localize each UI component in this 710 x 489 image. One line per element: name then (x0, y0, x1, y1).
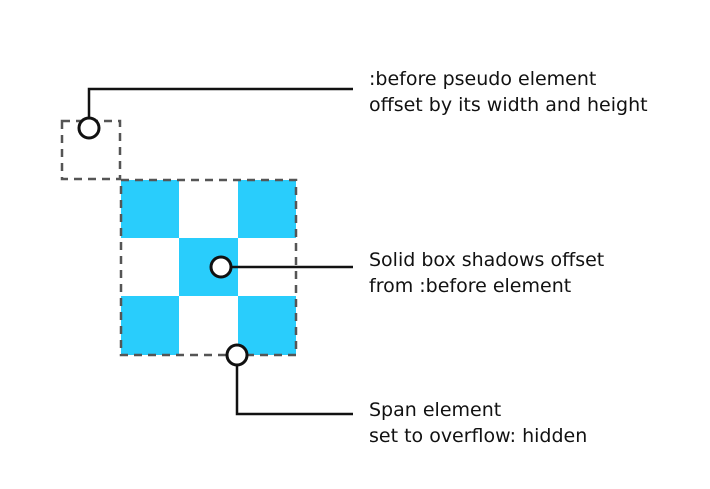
checker-cell-bottom-left (121, 296, 179, 355)
checker-cell-top-right (238, 180, 296, 238)
checker-cell-top-left (121, 180, 179, 238)
checker-cell-bottom-right (238, 296, 296, 355)
leader-line-span (235, 365, 353, 416)
annotation-box-shadows: Solid box shadows offset from :before el… (369, 247, 604, 299)
checkerboard-cells (121, 180, 296, 355)
annotation-span-line2: set to overflow: hidden (369, 425, 588, 447)
callout-circle-span (225, 343, 249, 367)
annotation-before-line2: offset by its width and height (369, 94, 648, 116)
span-element-outline (119, 178, 298, 357)
annotation-before-line1: :before pseudo element (369, 68, 597, 90)
callout-markers (77, 116, 249, 367)
annotation-span-line1: Span element (369, 399, 502, 421)
leader-line-before (87, 87, 353, 118)
annotation-shadows-line2: from :before element (369, 275, 572, 297)
annotation-shadows-line1: Solid box shadows offset (369, 249, 605, 271)
callout-circle-shadows (209, 255, 233, 279)
annotation-before-pseudo: :before pseudo element offset by its wid… (369, 66, 648, 118)
callout-circle-before (77, 116, 101, 140)
leader-lines (87, 87, 353, 416)
annotation-span-element: Span element set to overflow: hidden (369, 397, 587, 449)
